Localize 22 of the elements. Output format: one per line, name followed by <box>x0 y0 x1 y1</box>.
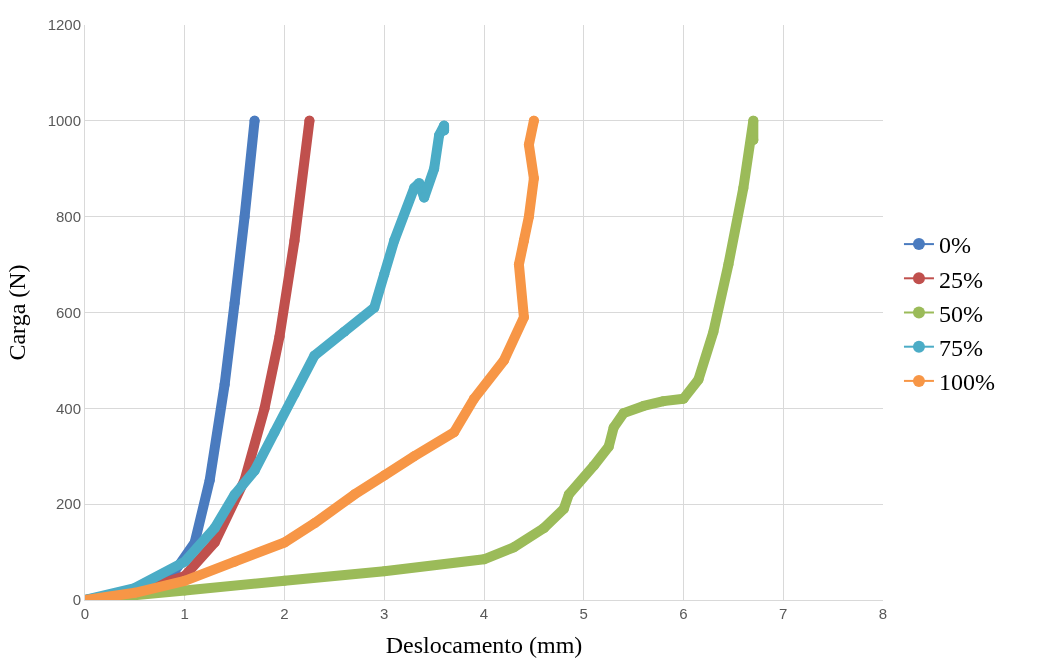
legend-label: 25% <box>938 266 983 293</box>
legend-label: 0% <box>938 232 971 259</box>
y-tick-label: 1000 <box>47 112 81 130</box>
x-tick-label: 3 <box>380 605 389 622</box>
legend-label: 100% <box>938 369 995 396</box>
x-axis-title: Deslocamento (mm) <box>385 632 583 659</box>
legend-label: 50% <box>938 300 983 327</box>
x-tick-label: 4 <box>479 605 489 622</box>
x-tick-label: 7 <box>779 605 788 622</box>
y-tick-label: 1200 <box>47 16 81 34</box>
y-tick-label: 800 <box>55 207 81 225</box>
x-tick-label: 6 <box>679 605 688 622</box>
x-tick-label: 8 <box>878 605 888 622</box>
y-tick-label: 400 <box>55 399 81 417</box>
y-tick-label: 0 <box>72 591 81 609</box>
x-tick-label: 2 <box>280 605 289 622</box>
y-axis-title: Carga (N) <box>3 264 30 361</box>
x-tick-label: 5 <box>579 605 588 622</box>
x-tick-label: 1 <box>180 605 189 622</box>
y-tick-label: 600 <box>55 303 81 321</box>
legend-label: 75% <box>938 335 983 362</box>
y-tick-label: 200 <box>55 495 81 513</box>
